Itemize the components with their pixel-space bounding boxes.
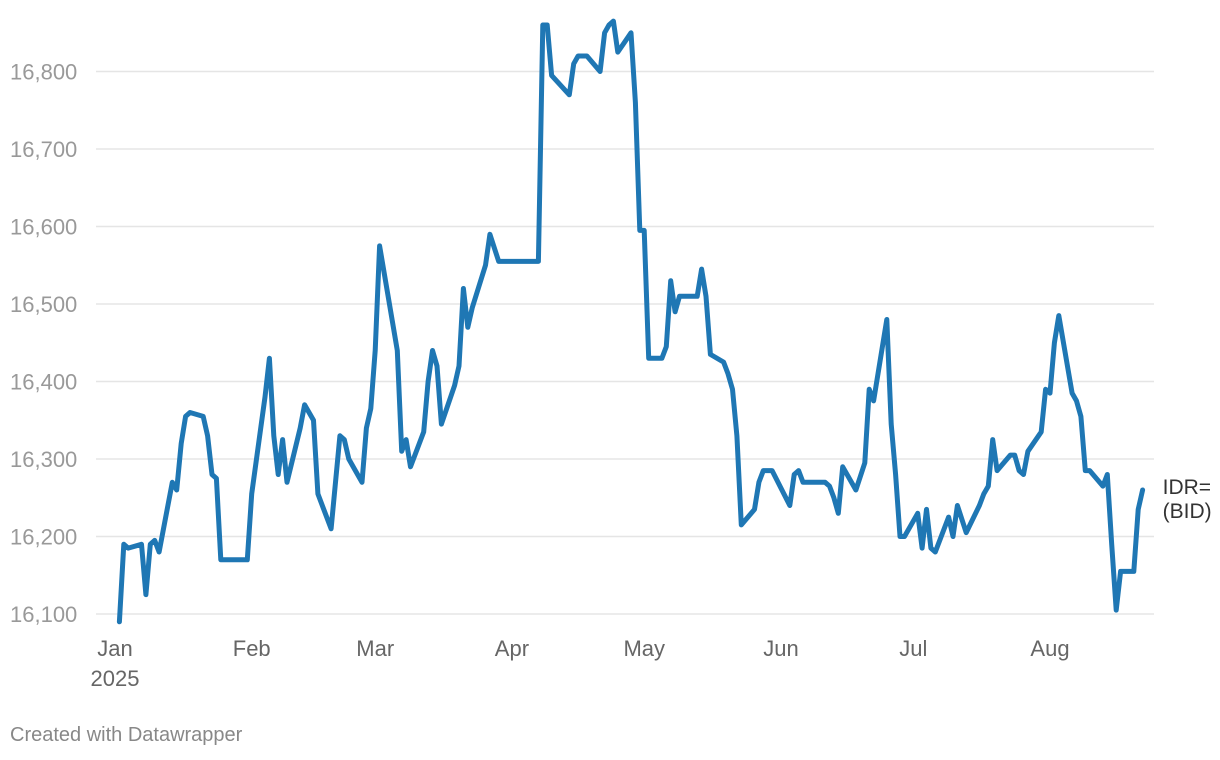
x-tick-label: Jun: [763, 636, 798, 661]
y-tick-label: 16,100: [10, 602, 77, 627]
x-tick-label: Jan: [97, 636, 132, 661]
x-tick-year-label: 2025: [91, 666, 140, 691]
x-tick-label: Mar: [356, 636, 394, 661]
x-tick-label: Jul: [899, 636, 927, 661]
y-tick-label: 16,500: [10, 292, 77, 317]
x-tick-label: Feb: [233, 636, 271, 661]
x-tick-label: Aug: [1030, 636, 1069, 661]
y-tick-label: 16,800: [10, 60, 77, 85]
x-axis-ticks: Jan 2025 Feb Mar Apr May Jun Jul Aug: [91, 636, 1070, 691]
y-tick-label: 16,200: [10, 525, 77, 550]
y-axis-ticks: 16,100 16,200 16,300 16,400 16,500 16,600 16,7…: [10, 60, 77, 628]
y-tick-label: 16,400: [10, 370, 77, 395]
series-end-label: IDR=: [1163, 476, 1211, 499]
series-end-label: (BID): [1163, 500, 1212, 523]
series-layer: [116, 18, 1146, 625]
x-tick-label: Apr: [495, 636, 529, 661]
gridlines: [96, 70, 1154, 615]
x-tick-label: May: [623, 636, 665, 661]
line-chart: 16,100 16,200 16,300 16,400 16,500 16,600 16,7…: [10, 18, 1212, 691]
datawrapper-credit: Created with Datawrapper: [10, 724, 243, 746]
y-tick-label: 16,600: [10, 215, 77, 240]
y-tick-label: 16,300: [10, 447, 77, 472]
series-line: [116, 18, 1146, 625]
y-tick-label: 16,700: [10, 137, 77, 162]
series-labels: IDR=(BID): [1163, 476, 1212, 523]
